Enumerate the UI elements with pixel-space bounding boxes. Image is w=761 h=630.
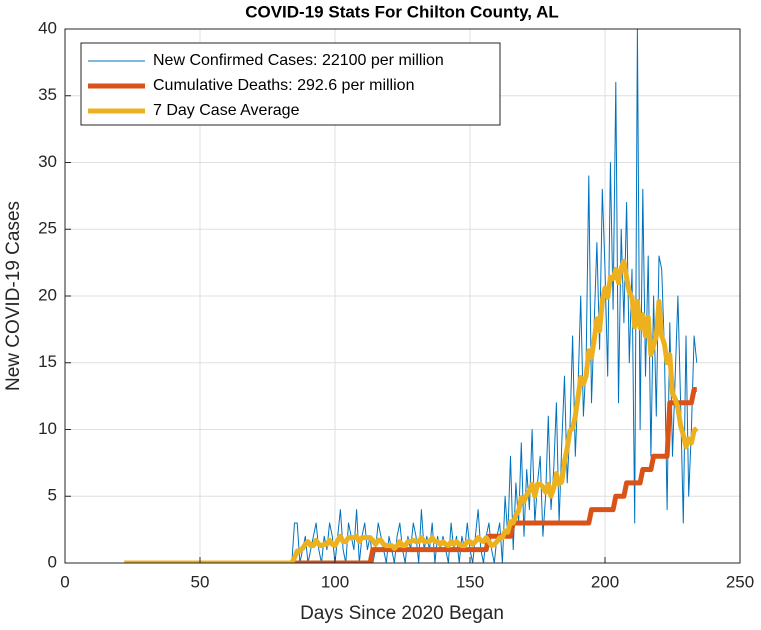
x-tick-label: 50 (191, 572, 210, 591)
legend-box (80, 42, 501, 126)
legend-label: New Confirmed Cases: 22100 per million (153, 52, 444, 69)
legend: New Confirmed Cases: 22100 per million Cu… (80, 42, 501, 126)
chart-title: COVID-19 Stats For Chilton County, AL (245, 2, 559, 21)
y-tick-label: 10 (38, 419, 57, 438)
y-tick-label: 25 (38, 219, 57, 238)
ticks: 0 50 100 150 200 250 0 5 10 15 20 25 30 35 40 (38, 18, 754, 591)
legend-label: 7 Day Case Average (153, 102, 300, 119)
x-tick-label: 100 (321, 572, 349, 591)
y-tick-label: 40 (38, 18, 57, 37)
y-axis-label: New COVID-19 Cases (3, 201, 24, 391)
x-tick-label: 200 (591, 572, 619, 591)
x-tick-label: 0 (60, 572, 69, 591)
series-line (124, 258, 699, 563)
legend-label: Cumulative Deaths: 292.6 per million (153, 77, 414, 94)
y-tick-label: 30 (38, 152, 57, 171)
y-tick-label: 20 (38, 285, 57, 304)
series-line (124, 386, 697, 563)
x-tick-label: 150 (456, 572, 484, 591)
plot-lines (124, 29, 699, 563)
x-tick-label: 250 (726, 572, 754, 591)
y-tick-label: 0 (48, 552, 57, 571)
y-tick-label: 15 (38, 352, 57, 371)
x-axis-label: Days Since 2020 Began (300, 603, 504, 624)
y-tick-label: 35 (38, 85, 57, 104)
y-tick-label: 5 (48, 486, 57, 505)
